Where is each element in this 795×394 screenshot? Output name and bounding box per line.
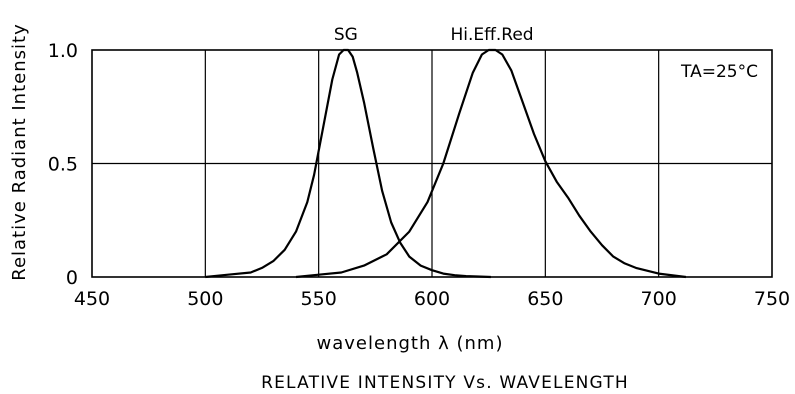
x-tick-label: 750 [754,288,790,310]
x-tick-label: 550 [301,288,337,310]
y-tick-label: 1.0 [48,40,78,62]
y-axis-label: Relative Radiant Intensity [9,23,30,280]
x-axis-label: wavelength λ (nm) [317,333,504,354]
x-tick-label: 600 [414,288,450,310]
chart-title: RELATIVE INTENSITY Vs. WAVELENGTH [261,373,629,393]
series-label: SG [334,25,358,45]
series-line-hi-eff-red [295,48,687,279]
x-tick-labels: 450 500 550 600 650 700 750 [74,288,790,310]
grid [92,50,772,277]
series-label: Hi.Eff.Red [451,25,534,45]
x-tick-label: 650 [527,288,563,310]
y-tick-labels: 0 0.5 1.0 [48,40,78,289]
x-tick-label: 450 [74,288,110,310]
temperature-annotation: TA=25°C [680,62,758,82]
x-tick-label: 500 [187,288,223,310]
series-line-sg [205,48,491,279]
x-tick-label: 700 [641,288,677,310]
series-layer [205,48,687,279]
y-tick-label: 0 [66,267,78,289]
series-labels: SG Hi.Eff.Red [334,25,534,45]
plot-frame [91,49,773,278]
y-tick-label: 0.5 [48,154,78,176]
